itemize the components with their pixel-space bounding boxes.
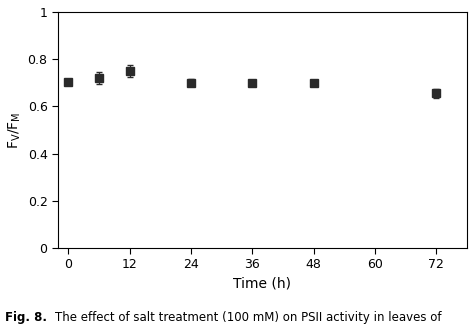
Text: Fig. 8.: Fig. 8.: [5, 311, 47, 324]
Y-axis label: F$_\mathrm{V}$/F$_\mathrm{M}$: F$_\mathrm{V}$/F$_\mathrm{M}$: [7, 111, 23, 149]
X-axis label: Time (h): Time (h): [234, 277, 292, 291]
Text: The effect of salt treatment (100 mΜ) on PSII activity in leaves of: The effect of salt treatment (100 mΜ) on…: [40, 311, 442, 324]
